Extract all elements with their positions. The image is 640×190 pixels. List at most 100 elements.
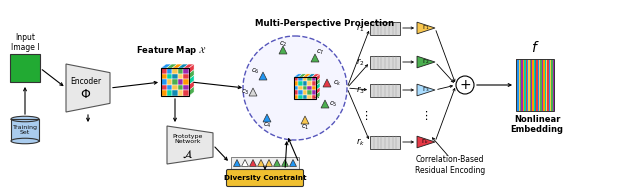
Polygon shape bbox=[311, 54, 319, 62]
Bar bbox=[184, 90, 189, 96]
Bar bbox=[312, 81, 316, 86]
Bar bbox=[370, 135, 400, 149]
Bar bbox=[370, 55, 400, 69]
Polygon shape bbox=[316, 83, 320, 90]
Bar bbox=[312, 86, 316, 90]
Bar bbox=[184, 74, 189, 79]
Text: $c_1$: $c_1$ bbox=[301, 122, 309, 132]
Polygon shape bbox=[289, 159, 296, 166]
Bar bbox=[166, 79, 172, 85]
Bar bbox=[524, 59, 525, 111]
Text: $f$: $f$ bbox=[531, 40, 540, 55]
Bar bbox=[303, 90, 307, 95]
Text: ...: ... bbox=[314, 93, 321, 99]
Polygon shape bbox=[294, 74, 302, 77]
Text: $c_6$: $c_6$ bbox=[251, 66, 259, 76]
Bar bbox=[539, 59, 540, 111]
Bar bbox=[161, 90, 166, 96]
Circle shape bbox=[456, 76, 474, 94]
Text: $c_5$: $c_5$ bbox=[329, 99, 337, 109]
Polygon shape bbox=[279, 46, 287, 54]
Bar bbox=[307, 90, 312, 95]
Bar bbox=[178, 90, 184, 96]
Text: $r_3$: $r_3$ bbox=[356, 84, 365, 96]
Text: ⋮: ⋮ bbox=[420, 111, 431, 121]
Bar bbox=[307, 86, 312, 90]
Polygon shape bbox=[66, 64, 110, 112]
Bar bbox=[166, 90, 172, 96]
Bar bbox=[298, 95, 303, 99]
Bar bbox=[166, 85, 172, 90]
Bar bbox=[516, 59, 554, 111]
Bar bbox=[312, 77, 316, 81]
Bar bbox=[525, 59, 527, 111]
Text: $\Phi$: $\Phi$ bbox=[81, 88, 92, 101]
Bar bbox=[531, 59, 532, 111]
Text: $\mathcal{A}$: $\mathcal{A}$ bbox=[182, 148, 193, 160]
Bar bbox=[161, 74, 166, 79]
Text: $\Gamma_1$: $\Gamma_1$ bbox=[422, 24, 429, 32]
Polygon shape bbox=[316, 92, 320, 99]
FancyBboxPatch shape bbox=[227, 169, 303, 187]
Bar bbox=[298, 86, 303, 90]
Bar bbox=[298, 81, 303, 86]
Text: $\Gamma_3$: $\Gamma_3$ bbox=[422, 86, 429, 94]
Polygon shape bbox=[166, 64, 177, 68]
Bar bbox=[298, 77, 303, 81]
Bar bbox=[370, 21, 400, 35]
Polygon shape bbox=[321, 100, 329, 108]
Bar bbox=[551, 59, 553, 111]
Bar bbox=[523, 59, 524, 111]
Polygon shape bbox=[250, 159, 257, 166]
Text: $\Gamma_k$: $\Gamma_k$ bbox=[421, 138, 429, 146]
Polygon shape bbox=[316, 78, 320, 86]
Bar bbox=[294, 77, 298, 81]
Polygon shape bbox=[167, 126, 213, 164]
Polygon shape bbox=[189, 64, 194, 74]
Text: $c_k$: $c_k$ bbox=[333, 78, 341, 88]
Bar bbox=[303, 86, 307, 90]
Bar bbox=[307, 95, 312, 99]
Bar bbox=[540, 59, 542, 111]
Polygon shape bbox=[298, 74, 307, 77]
Bar bbox=[538, 59, 539, 111]
Bar bbox=[10, 54, 40, 82]
Polygon shape bbox=[316, 74, 320, 81]
Bar bbox=[294, 77, 316, 99]
Polygon shape bbox=[234, 159, 241, 166]
Bar bbox=[298, 90, 303, 95]
Bar bbox=[517, 59, 518, 111]
Bar bbox=[184, 68, 189, 74]
Bar bbox=[546, 59, 547, 111]
Bar bbox=[166, 74, 172, 79]
Bar bbox=[535, 59, 536, 111]
Text: $c_7$: $c_7$ bbox=[316, 47, 324, 57]
Text: Input
Image I: Input Image I bbox=[11, 33, 39, 52]
Polygon shape bbox=[316, 87, 320, 95]
Bar bbox=[161, 68, 189, 96]
Polygon shape bbox=[263, 114, 271, 122]
Polygon shape bbox=[161, 64, 172, 68]
Text: Training
Set: Training Set bbox=[13, 125, 38, 135]
Bar bbox=[527, 59, 528, 111]
Polygon shape bbox=[303, 74, 311, 77]
Bar bbox=[303, 81, 307, 86]
Polygon shape bbox=[323, 79, 331, 87]
Bar bbox=[294, 86, 298, 90]
Bar bbox=[166, 68, 172, 74]
Polygon shape bbox=[307, 74, 316, 77]
Bar bbox=[231, 157, 299, 169]
Bar bbox=[532, 59, 534, 111]
Bar bbox=[172, 74, 178, 79]
Polygon shape bbox=[301, 116, 309, 124]
Bar bbox=[303, 95, 307, 99]
Bar bbox=[172, 90, 178, 96]
Polygon shape bbox=[189, 70, 194, 79]
Bar bbox=[172, 85, 178, 90]
Text: Multi-Perspective Projection: Multi-Perspective Projection bbox=[255, 19, 395, 28]
Bar bbox=[161, 79, 166, 85]
Text: Diversity Constraint: Diversity Constraint bbox=[224, 175, 307, 181]
Bar bbox=[312, 90, 316, 95]
Bar bbox=[294, 81, 298, 86]
Bar bbox=[303, 77, 307, 81]
